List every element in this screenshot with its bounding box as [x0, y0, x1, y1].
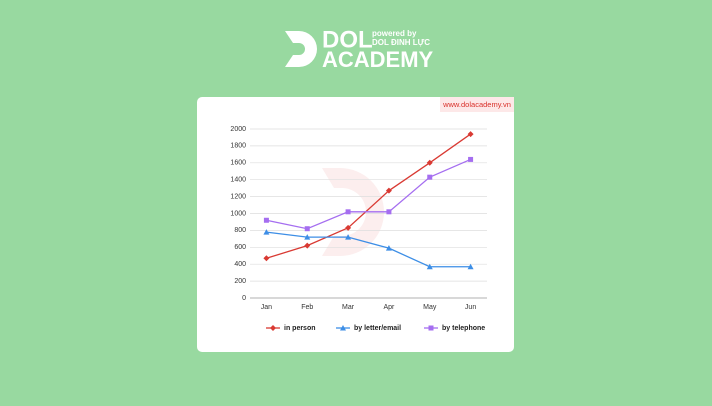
series-line — [266, 231, 471, 268]
data-point — [263, 229, 270, 235]
x-tick-label: Jan — [261, 304, 272, 311]
brand-owner: DOL ĐINH LỰC — [372, 38, 430, 47]
data-point — [468, 156, 474, 162]
legend-label: in person — [284, 325, 316, 332]
series-line — [266, 158, 471, 230]
url: www.dolacademy.vn — [442, 100, 511, 109]
card — [197, 97, 514, 352]
legend-marker — [270, 325, 276, 331]
series-line — [266, 133, 471, 259]
y-tick-label: 1200 — [230, 193, 246, 200]
data-point — [304, 242, 311, 249]
legend-label: by telephone — [442, 325, 485, 332]
x-tick-label: Jun — [465, 304, 476, 311]
y-tick-label: 1800 — [230, 143, 246, 150]
data-point — [304, 226, 310, 232]
data-point — [467, 263, 474, 270]
y-tick-label: 2000 — [230, 126, 246, 133]
data-point — [427, 174, 433, 180]
x-tick-label: Apr — [383, 304, 395, 311]
y-tick-label: 0 — [242, 295, 246, 302]
chart: 0 200 400 600 800 1000 1200 1400 1600 1800 2000 Jan… — [230, 126, 487, 332]
data-point — [263, 217, 269, 223]
y-tick-label: 400 — [234, 261, 246, 268]
data-point — [426, 159, 433, 166]
x-tick-label: May — [423, 304, 437, 311]
data-point — [426, 263, 433, 270]
y-tick-label: 1600 — [230, 160, 246, 167]
data-point — [345, 224, 352, 231]
x-tick-label: Feb — [301, 304, 313, 311]
data-point — [385, 187, 392, 194]
x-tick-label: Mar — [342, 304, 355, 311]
legend-marker — [428, 325, 434, 331]
y-tick-label: 200 — [234, 278, 246, 285]
legend-label: by letter/email — [354, 325, 401, 332]
url-badge — [440, 97, 514, 112]
logo-icon — [285, 31, 317, 67]
data-point — [345, 234, 352, 240]
legend-marker — [340, 325, 346, 331]
data-point — [263, 255, 270, 262]
y-tick-label: 1400 — [230, 177, 246, 184]
y-tick-label: 800 — [234, 227, 246, 234]
data-point — [386, 209, 392, 215]
data-point — [345, 209, 351, 215]
data-point — [385, 245, 392, 251]
brand-powered: powered by — [372, 29, 417, 38]
y-tick-label: 600 — [234, 244, 246, 251]
y-tick-label: 1000 — [230, 210, 246, 217]
brand-academy: ACADEMY — [322, 47, 434, 72]
brand-name: DOL — [322, 26, 373, 53]
data-point — [304, 234, 311, 240]
data-point — [467, 131, 474, 138]
watermark — [322, 168, 384, 256]
